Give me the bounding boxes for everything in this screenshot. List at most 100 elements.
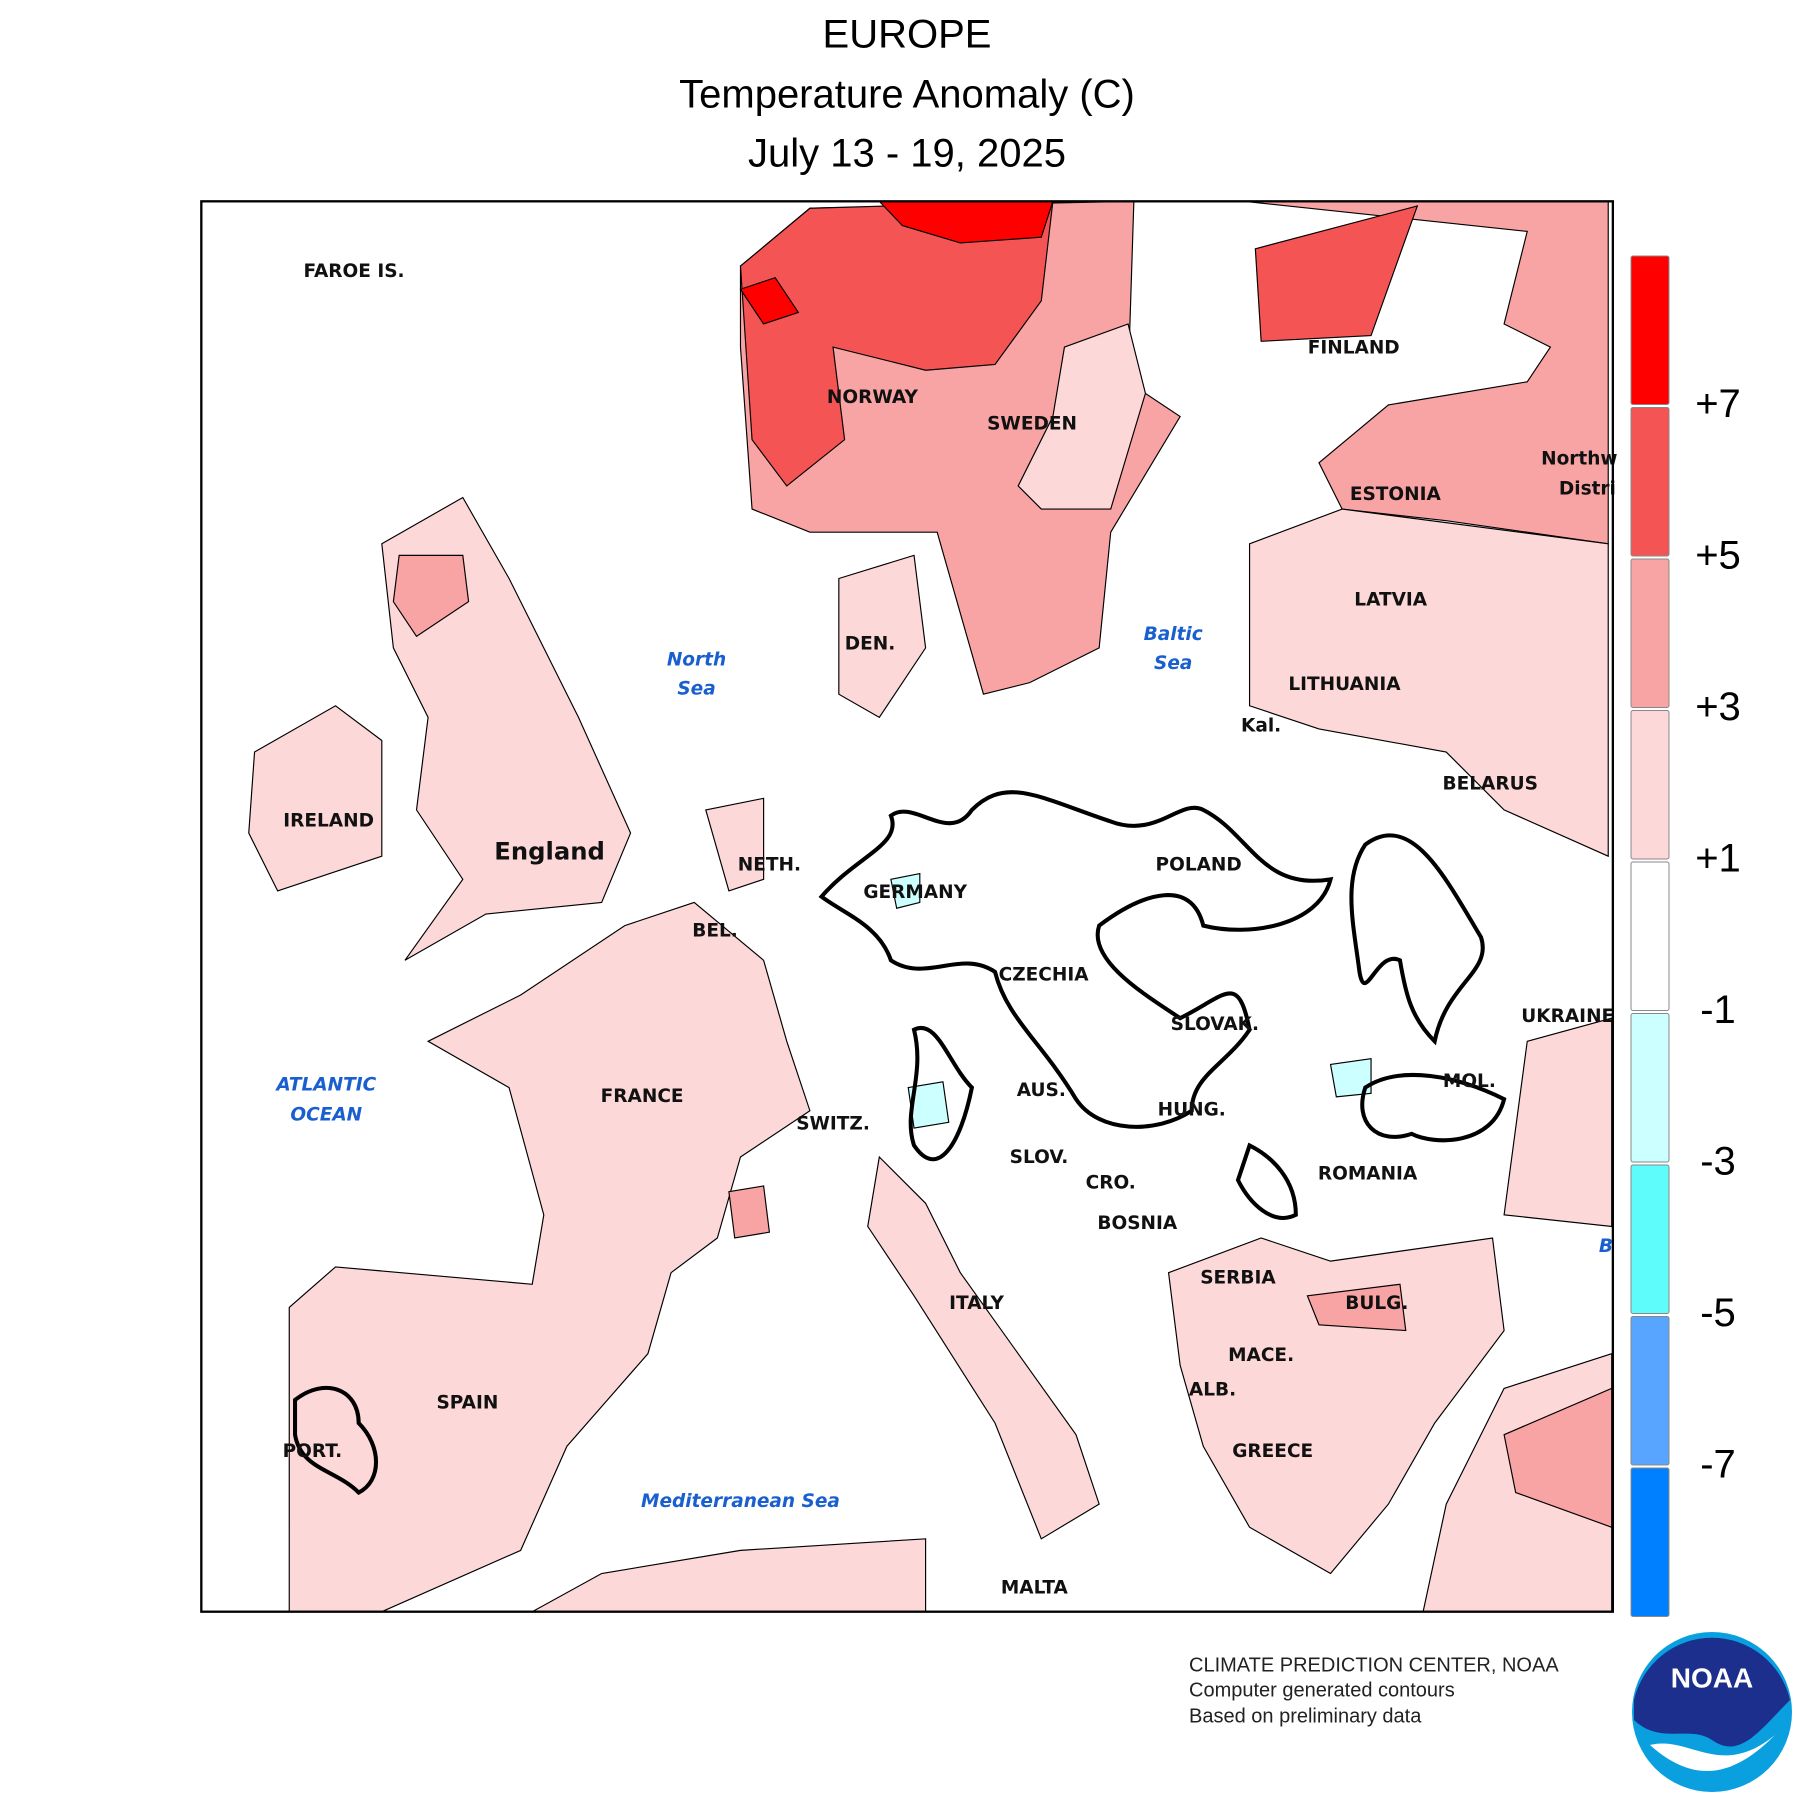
map-label: BELARUS [1442,773,1537,794]
contour-line [908,1025,975,1162]
map: FAROE IS. NORWAY SWEDEN FINLAND Northw Distri… [200,200,1618,1613]
noaa-logo: NOAA [1632,1632,1792,1792]
map-label: SLOVAK. [1171,1014,1259,1035]
legend-label: -7 [1700,1443,1736,1487]
title: EUROPE [823,13,992,57]
contour-line [1360,1072,1507,1143]
region [867,1155,1100,1540]
legend-label: +7 [1695,382,1741,426]
map-label: POLAND [1156,854,1242,875]
map-label: ITALY [949,1293,1004,1314]
region [739,276,800,325]
map-label: NORWAY [827,387,919,408]
legend-swatch [1630,1164,1670,1314]
legend-swatch [1630,255,1670,405]
region [1017,323,1147,510]
map-label: PORT. [283,1441,343,1462]
map-label: BOSNIA [1097,1213,1178,1234]
map-label: LATVIA [1354,589,1427,610]
map-label: NETH. [738,854,801,875]
map-label: DEN. [845,633,896,654]
region [288,901,811,1612]
region [1243,201,1609,545]
map-label: B [1599,1236,1613,1257]
land [248,201,1613,1612]
map-label: Sea [677,679,715,700]
legend-swatch [1630,1316,1670,1466]
map-label: SLOV. [1010,1147,1069,1168]
subtitle: Temperature Anomaly (C) [679,73,1135,117]
map-label: MACE. [1228,1345,1294,1366]
map-label: UKRAINE [1521,1006,1614,1027]
legend-swatch [1630,407,1670,557]
region [1254,205,1419,342]
legend-swatch [1630,861,1670,1011]
map-label: BEL. [692,920,738,941]
legend-label: -3 [1700,1140,1736,1184]
region [728,1185,771,1239]
map-label: ROMANIA [1318,1163,1418,1184]
legend-swatch [1630,1013,1670,1163]
map-label: Sea [1154,653,1192,674]
map-label: England [494,837,605,866]
map-label: GERMANY [863,882,967,903]
region [1248,508,1609,858]
logo-top [1634,1637,1790,1747]
map-labels: FAROE IS. NORWAY SWEDEN FINLAND Northw Distri… [274,261,1617,1599]
region [392,554,470,638]
map-label: North [667,650,726,671]
region [890,872,921,909]
legend-label: +5 [1695,534,1741,578]
map-label: CRO. [1086,1173,1136,1194]
region [1167,1237,1505,1575]
contour-line [293,1385,379,1495]
map-label: Mediterranean Sea [641,1491,840,1512]
map-label: FRANCE [601,1086,684,1107]
logo-gull [1650,1735,1775,1772]
map-label: FINLAND [1308,337,1400,358]
map-label: HUNG. [1158,1100,1226,1121]
map-label: ATLANTIC [274,1074,376,1095]
map-label: Kal. [1241,716,1281,737]
contours [293,790,1507,1495]
footer-line: CLIMATE PREDICTION CENTER, NOAA [1189,1654,1559,1676]
logo-text: NOAA [1671,1662,1753,1693]
legend-swatch [1630,710,1670,860]
map-label: LITHUANIA [1288,674,1401,695]
map-label: SWITZ. [796,1114,870,1135]
legend: +7 +5 +3 +1 -1 -3 -5 -7 [1630,255,1741,1617]
map-label: SWEDEN [987,414,1077,435]
dates: July 13 - 19, 2025 [748,132,1066,176]
region [878,201,1054,244]
legend-label: -1 [1700,988,1736,1032]
legend-swatch [1630,1467,1670,1617]
legend-label: +3 [1695,685,1741,729]
map-label: MALTA [1001,1578,1069,1599]
map-label: ESTONIA [1350,484,1442,505]
map-label: GREECE [1232,1441,1313,1462]
map-label: BULG. [1345,1293,1408,1314]
map-label: SPAIN [436,1392,498,1413]
map-label: CZECHIA [999,964,1090,985]
map-label: SERBIA [1200,1267,1276,1288]
region [705,797,765,892]
map-label: Distri [1559,478,1616,499]
legend-label: -5 [1700,1291,1736,1335]
map-label: FAROE IS. [303,261,404,282]
map-label: ALB. [1189,1380,1236,1401]
region [838,554,927,719]
map-frame [200,200,1615,1613]
region [1306,1283,1407,1332]
legend-swatch [1630,558,1670,708]
contour-line [818,790,1334,1129]
map-label: Northw [1541,448,1617,469]
region [248,705,383,892]
footer-line: Computer generated contours [1189,1679,1455,1701]
region [531,1538,927,1612]
map-label: Baltic [1144,624,1203,645]
footer-line: Based on preliminary data [1189,1705,1422,1727]
contour-line [1349,833,1485,1046]
contour-line [1235,1142,1298,1220]
map-label: AUS. [1017,1080,1066,1101]
